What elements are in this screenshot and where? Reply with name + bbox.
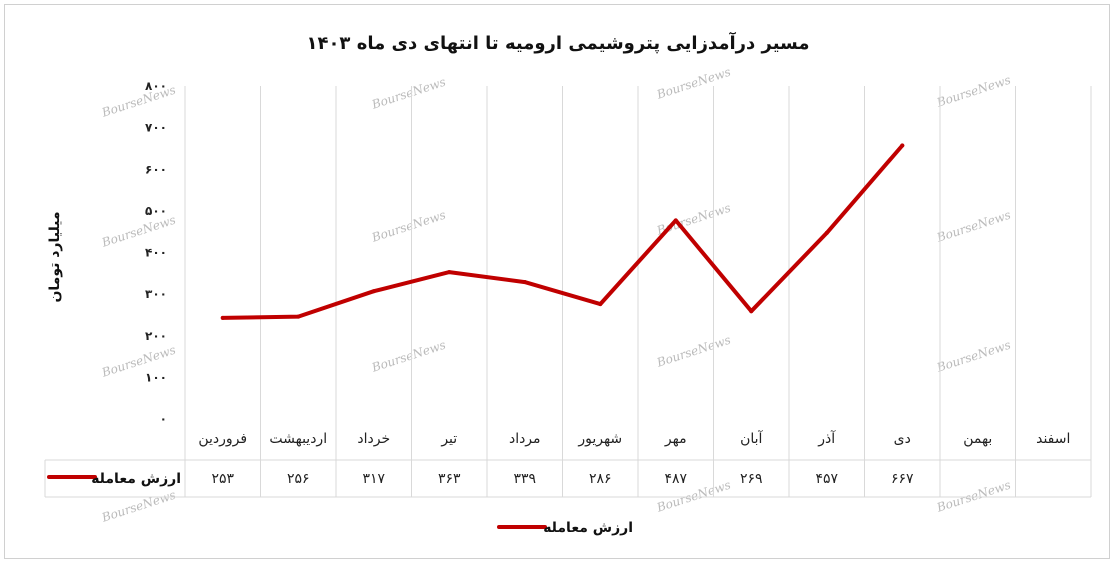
data-table-value: ۳۱۷ — [362, 471, 385, 487]
watermark-text: BourseNews — [934, 478, 1012, 515]
y-tick-label: ۳۰۰ — [145, 287, 167, 301]
category-label: بهمن — [963, 431, 992, 447]
watermark-text: BourseNews — [934, 73, 1012, 110]
watermark-text: BourseNews — [934, 338, 1012, 375]
chart-title: مسیر درآمدزایی پتروشیمی ارومیه تا انتهای… — [306, 31, 809, 54]
data-table-value: ۶۶۷ — [891, 471, 914, 487]
watermark-text: BourseNews — [369, 208, 447, 245]
y-tick-label: ۱۰۰ — [145, 370, 167, 384]
data-table-value: ۳۳۹ — [513, 471, 536, 487]
data-point — [296, 314, 301, 319]
data-point — [447, 270, 452, 275]
watermark-text: BourseNews — [934, 208, 1012, 245]
data-table-value: ۳۶۳ — [438, 471, 461, 487]
data-point — [371, 289, 376, 294]
data-table-value: ۲۶۹ — [740, 471, 763, 487]
category-label: مهر — [664, 431, 687, 447]
category-label: خرداد — [357, 431, 390, 447]
category-label: تیر — [440, 431, 457, 447]
category-label: اسفند — [1036, 431, 1070, 447]
category-label: شهریور — [577, 431, 622, 447]
y-tick-label: ۰ — [160, 412, 167, 426]
y-axis-label: میلیارد تومان — [47, 211, 63, 302]
chart-canvas: BourseNews BourseNews BourseNews BourseNews… — [44, 31, 1092, 536]
watermark-layer: BourseNews BourseNews BourseNews BourseNews… — [99, 65, 1012, 525]
series-line — [220, 143, 905, 320]
legend: ارزش معامله — [497, 520, 633, 536]
data-table-value: ۲۵۶ — [287, 471, 310, 487]
data-table-value: ۲۵۳ — [211, 471, 234, 487]
category-label: فروردین — [198, 431, 247, 447]
series-layer — [220, 143, 905, 320]
data-table-value: ۴۸۷ — [664, 471, 687, 487]
y-tick-label: ۴۰۰ — [145, 246, 167, 260]
watermark-text: BourseNews — [99, 213, 177, 250]
y-tick-label: ۵۰۰ — [145, 204, 167, 218]
watermark-text: BourseNews — [654, 65, 732, 102]
category-label: آبان — [740, 430, 763, 447]
watermark-text: BourseNews — [654, 333, 732, 370]
y-axis-ticks: ۰ ۱۰۰ ۲۰۰ ۳۰۰ ۴۰۰ ۵۰۰ ۶۰۰ ۷۰۰ ۸۰۰ — [145, 79, 167, 426]
y-tick-label: ۸۰۰ — [145, 79, 167, 93]
chart-frame: BourseNews BourseNews BourseNews BourseNews… — [4, 4, 1110, 559]
data-point — [673, 218, 678, 223]
y-tick-label: ۲۰۰ — [145, 329, 167, 343]
data-point — [824, 230, 829, 235]
category-label: دی — [894, 431, 911, 447]
y-tick-label: ۶۰۰ — [145, 162, 167, 176]
data-point — [220, 315, 225, 320]
data-point — [900, 143, 905, 148]
data-point — [598, 302, 603, 307]
category-label: اردیبهشت — [269, 431, 327, 447]
data-table: فروردین اردیبهشت خرداد تیر مرداد شهریور مهر آبا… — [44, 430, 1091, 498]
data-point — [749, 309, 754, 314]
data-table-value: ۲۸۶ — [589, 471, 612, 487]
category-label: آذر — [817, 430, 836, 447]
watermark-text: BourseNews — [369, 338, 447, 375]
table-series-name: ارزش معامله — [91, 471, 181, 487]
legend-label: ارزش معامله — [543, 520, 633, 536]
category-label: مرداد — [509, 431, 541, 447]
watermark-text: BourseNews — [99, 488, 177, 525]
data-point — [522, 280, 527, 285]
y-tick-label: ۷۰۰ — [145, 121, 167, 135]
data-table-value: ۴۵۷ — [815, 471, 838, 487]
watermark-text: BourseNews — [369, 75, 447, 112]
